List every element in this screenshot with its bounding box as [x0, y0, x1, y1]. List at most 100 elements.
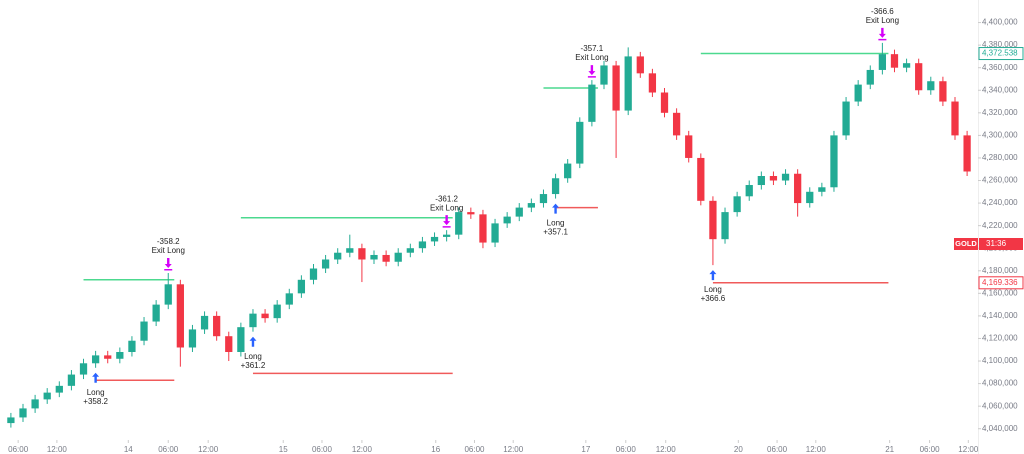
x-tick-label: 15	[279, 445, 288, 454]
candle-body	[757, 176, 765, 186]
candle-body	[515, 207, 523, 217]
candle-body	[79, 363, 88, 375]
y-tick-label: 4,040,000	[982, 424, 1018, 433]
entry-label: Long	[704, 285, 722, 294]
candle-body	[672, 112, 681, 136]
exit-label: Exit Long	[866, 16, 899, 25]
entry-pnl: +358.2	[83, 397, 108, 406]
candle-body	[842, 101, 850, 136]
x-tick-label: 06:00	[158, 445, 179, 454]
candle-body	[237, 327, 245, 352]
y-tick-label: 4,400,000	[982, 18, 1018, 27]
candle-body	[660, 92, 669, 113]
candle-body	[527, 203, 535, 208]
x-tick-label: 06:00	[312, 445, 333, 454]
y-tick-label: 4,140,000	[982, 311, 1018, 320]
candle-body	[188, 329, 197, 348]
candle-body	[939, 81, 947, 102]
candle-body	[285, 293, 293, 305]
candle-body	[19, 408, 27, 418]
candle-body	[394, 252, 402, 262]
price-label: 4,372.538	[982, 49, 1018, 58]
exit-label: Exit Long	[152, 246, 185, 255]
candle-body	[576, 121, 584, 164]
candle-body	[600, 65, 608, 85]
candle-body	[697, 157, 705, 201]
y-tick-label: 4,100,000	[982, 356, 1018, 365]
candle-body	[358, 248, 366, 260]
y-tick-label: 4,380,000	[982, 40, 1018, 49]
candle-body	[806, 191, 814, 204]
candle-body	[479, 214, 487, 243]
candle-body	[927, 81, 935, 91]
candle-body	[745, 185, 753, 197]
candle-body	[140, 321, 148, 341]
candle-body	[443, 234, 451, 237]
candle-body	[31, 399, 39, 409]
y-tick-label: 4,360,000	[982, 63, 1018, 72]
x-tick-label: 17	[581, 445, 590, 454]
candle-body	[55, 385, 63, 393]
candle-body	[890, 54, 899, 68]
entry-label: Long	[244, 352, 262, 361]
y-tick-label: 4,280,000	[982, 153, 1018, 162]
entry-arrow	[552, 203, 560, 214]
candle-body	[273, 304, 281, 319]
y-tick-label: 4,340,000	[982, 85, 1018, 94]
x-tick-label: 12:00	[198, 445, 219, 454]
candle-body	[334, 252, 342, 260]
candle-body	[116, 352, 124, 359]
candle-body	[878, 54, 887, 70]
x-tick-label: 12:00	[806, 445, 827, 454]
candle-body	[551, 178, 560, 195]
candle-body	[769, 176, 778, 181]
candle-body	[249, 313, 257, 328]
y-tick-label: 4,120,000	[982, 334, 1018, 343]
x-tick-label: 06:00	[616, 445, 637, 454]
candle-body	[830, 135, 838, 188]
exit-arrow	[164, 258, 173, 271]
candle-body	[152, 304, 160, 322]
symbol-label: GOLD	[955, 239, 977, 248]
y-tick-label: 4,080,000	[982, 379, 1018, 388]
candle-body	[213, 315, 221, 337]
candle-body	[43, 392, 51, 400]
candle-body	[7, 417, 15, 424]
x-tick-label: 21	[885, 445, 894, 454]
exit-pnl: -358.2	[157, 237, 180, 246]
x-tick-label: 06:00	[920, 445, 941, 454]
exit-arrow	[878, 27, 887, 41]
candle-body	[963, 135, 971, 172]
entry-label: Long	[87, 388, 105, 397]
candle-body	[721, 212, 729, 240]
candle-body	[685, 135, 693, 158]
price-label: 4,169.336	[982, 278, 1018, 287]
exit-pnl: -361.2	[435, 194, 458, 203]
candle-body	[321, 259, 330, 269]
entry-arrow	[709, 270, 717, 281]
candle-body	[309, 268, 318, 280]
countdown-label: 31:36	[986, 239, 1007, 248]
candle-body	[91, 355, 100, 364]
x-tick-label: 06:00	[8, 445, 29, 454]
candle-body	[491, 223, 499, 243]
y-tick-label: 4,240,000	[982, 198, 1018, 207]
countdown-badge	[979, 238, 1023, 250]
candle-body	[588, 84, 596, 122]
x-tick-label: 12:00	[503, 445, 524, 454]
candle-body	[346, 248, 354, 253]
candle-body	[418, 241, 427, 249]
x-tick-label: 06:00	[464, 445, 485, 454]
candle-body	[709, 200, 717, 240]
candle-body	[467, 212, 475, 215]
candle-body	[733, 196, 741, 213]
candle-body	[564, 163, 572, 179]
candle-body	[382, 254, 390, 262]
candle-body	[818, 187, 826, 192]
candle-body	[902, 63, 911, 68]
entry-pnl: +361.2	[241, 361, 266, 370]
y-tick-label: 4,060,000	[982, 401, 1018, 410]
candle-body	[455, 212, 463, 235]
x-tick-label: 12:00	[958, 445, 979, 454]
